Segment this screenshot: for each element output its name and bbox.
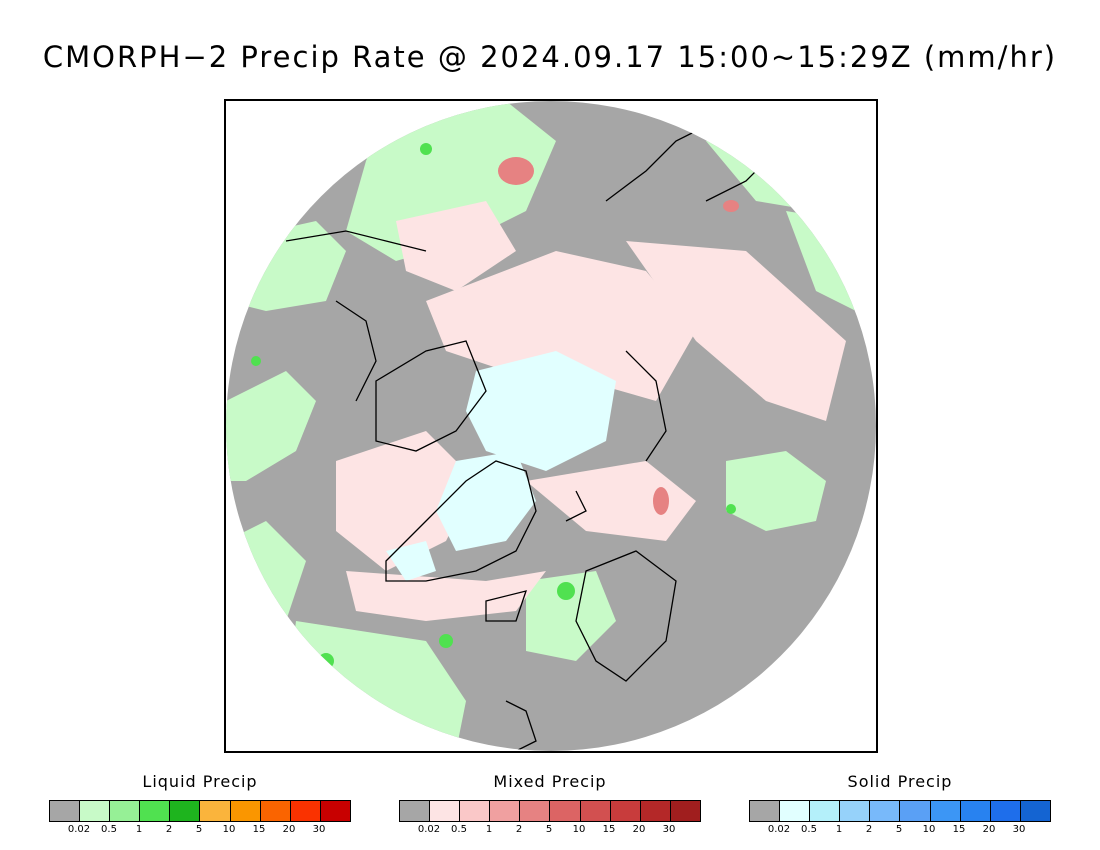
legend-tick: 2 [865, 824, 873, 835]
legend-tick: 15 [952, 824, 966, 835]
legend-tick: 1 [135, 824, 143, 835]
legend-title: Liquid Precip [142, 772, 258, 791]
legend-tick: 2 [515, 824, 523, 835]
page-title: CMORPH−2 Precip Rate @ 2024.09.17 15:00~… [42, 40, 1058, 74]
legend-tick: 20 [982, 824, 996, 835]
legend-tick: 0.5 [801, 824, 817, 835]
legend-colorbar [49, 800, 351, 822]
legend-swatch [520, 801, 551, 821]
legend-title: Mixed Precip [493, 772, 607, 791]
legend-swatch [430, 801, 461, 821]
legend-tick: 15 [602, 824, 616, 835]
legend-tick: 30 [1012, 824, 1026, 835]
legend-tick: 0.02 [67, 824, 91, 835]
legend-tick: 30 [312, 824, 326, 835]
legend-tick: 10 [572, 824, 586, 835]
legend-swatch [50, 801, 81, 821]
legend-tick: 5 [545, 824, 553, 835]
legend-solid: Solid Precip 0.02 0.5 1 2 5 10 15 20 30 [749, 772, 1051, 840]
legend-tick: 0.5 [101, 824, 117, 835]
legend-swatch [930, 801, 961, 821]
legend-tick: 1 [835, 824, 843, 835]
legend-swatch [140, 801, 171, 821]
legend-swatch [320, 801, 350, 821]
legend-swatch [170, 801, 201, 821]
legend-swatch [750, 801, 781, 821]
legend-swatch [840, 801, 871, 821]
legend-tick: 10 [922, 824, 936, 835]
legend-swatch [870, 801, 901, 821]
legend-swatch [110, 801, 141, 821]
legend-swatch [260, 801, 291, 821]
legend-swatch [1020, 801, 1050, 821]
legend-ticks: 0.02 0.5 1 2 5 10 15 20 30 [49, 824, 351, 840]
legend-ticks: 0.02 0.5 1 2 5 10 15 20 30 [399, 824, 701, 840]
legend-swatch [780, 801, 811, 821]
legend-tick: 0.02 [767, 824, 791, 835]
legend-swatch [550, 801, 581, 821]
legend-swatch [990, 801, 1021, 821]
legend-swatch [460, 801, 491, 821]
legend-tick: 5 [195, 824, 203, 835]
solid-precip-light [386, 351, 616, 581]
mixed-precip-moderate [498, 157, 739, 515]
legend-swatch [610, 801, 641, 821]
legend-tick: 15 [252, 824, 266, 835]
legend-swatch [80, 801, 111, 821]
legend-tick: 5 [895, 824, 903, 835]
legend-swatch [580, 801, 611, 821]
legend-swatch [670, 801, 700, 821]
legend-swatch [810, 801, 841, 821]
legend-tick: 0.02 [417, 824, 441, 835]
legend-swatch [900, 801, 931, 821]
legend-tick: 2 [165, 824, 173, 835]
legend-tick: 20 [632, 824, 646, 835]
polar-map [224, 99, 878, 753]
legend-ticks: 0.02 0.5 1 2 5 10 15 20 30 [749, 824, 1051, 840]
legend-swatch [200, 801, 231, 821]
legend-tick: 0.5 [451, 824, 467, 835]
legend-swatch [490, 801, 521, 821]
legend-swatch [640, 801, 671, 821]
legend-colorbar [399, 800, 701, 822]
legend-tick: 1 [485, 824, 493, 835]
legend-swatch [960, 801, 991, 821]
legend-swatch [400, 801, 431, 821]
legend-liquid: Liquid Precip 0.02 0.5 1 2 5 10 15 20 30 [49, 772, 351, 840]
legend-tick: 10 [222, 824, 236, 835]
mixed-precip-light [336, 201, 846, 621]
legend-mixed: Mixed Precip 0.02 0.5 1 2 5 10 15 20 30 [399, 772, 701, 840]
legend-tick: 20 [282, 824, 296, 835]
coastlines [285, 130, 767, 751]
legend-swatch [230, 801, 261, 821]
legend-tick: 30 [662, 824, 676, 835]
legend-colorbar [749, 800, 1051, 822]
legend-title: Solid Precip [847, 772, 953, 791]
legend-swatch [290, 801, 321, 821]
polar-map-canvas [226, 101, 876, 751]
